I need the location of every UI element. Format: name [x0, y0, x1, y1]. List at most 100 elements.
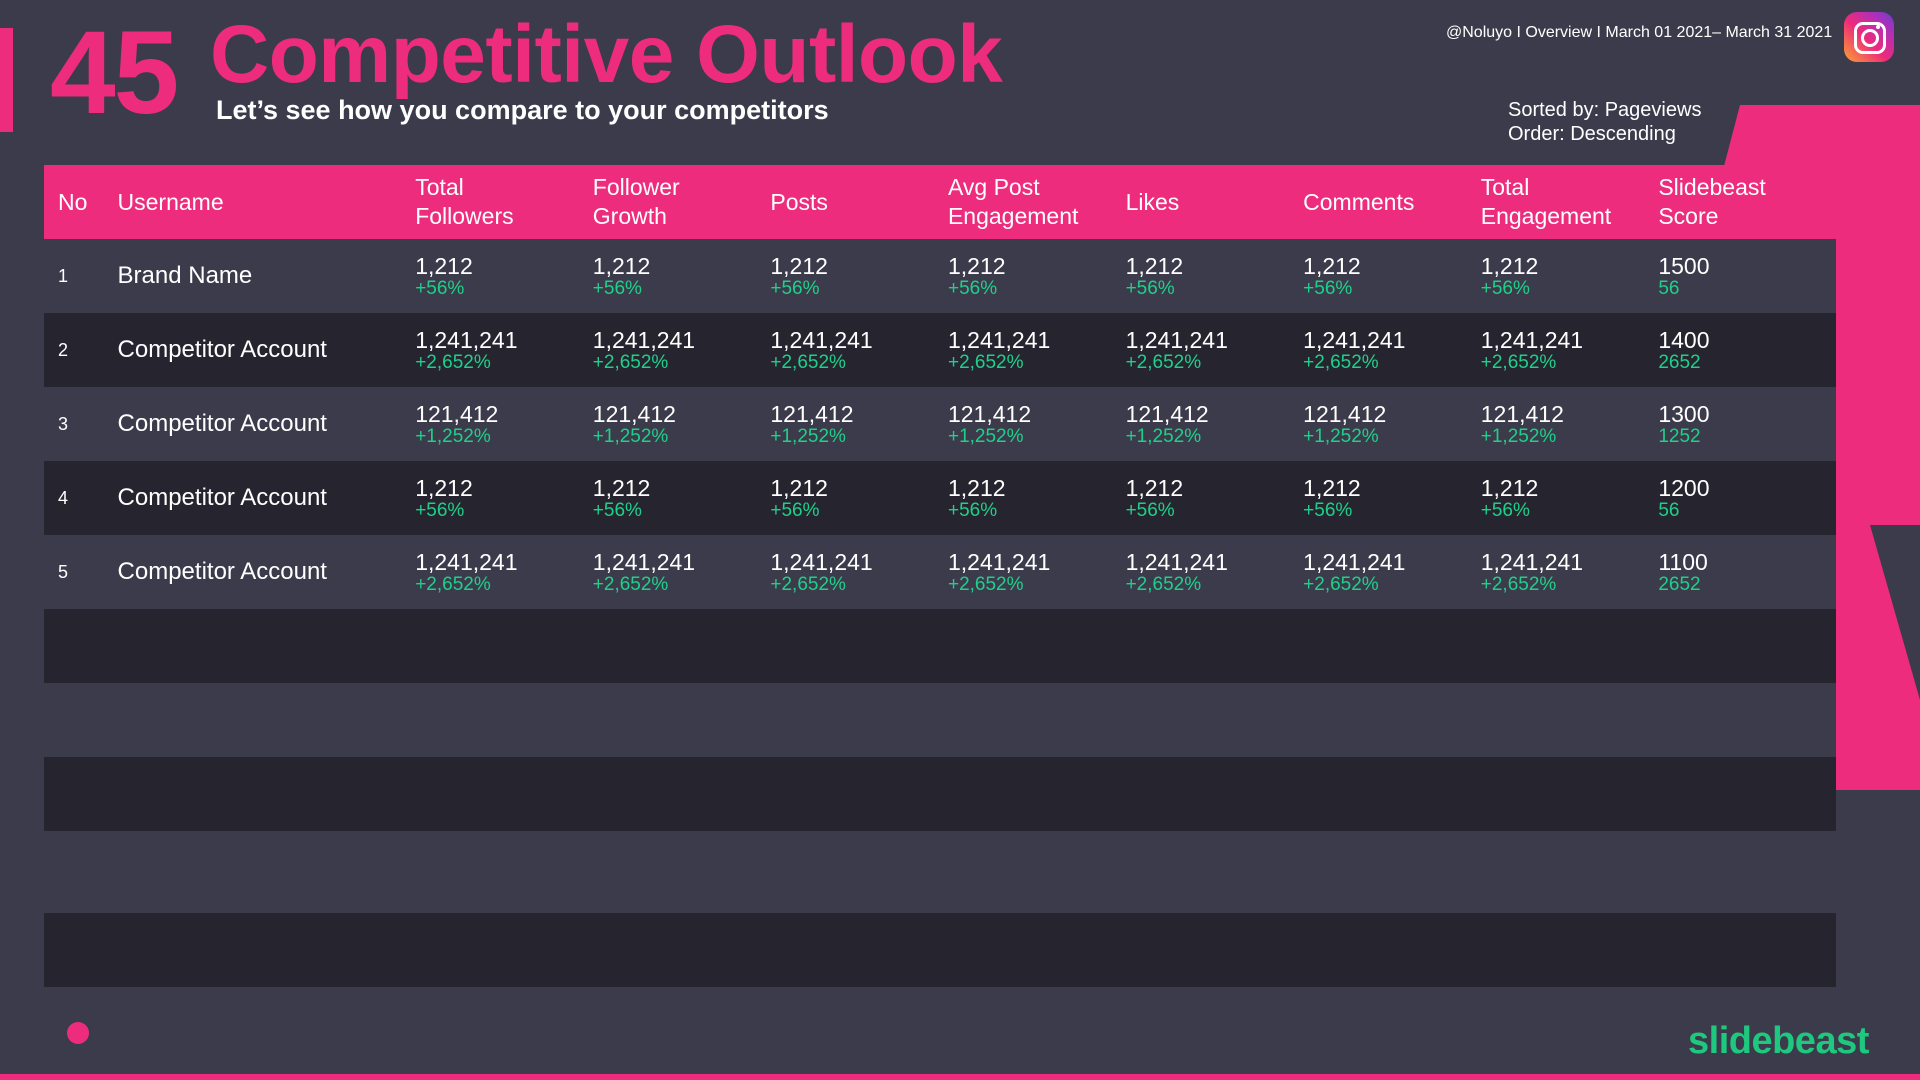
metric-value: 121,412: [1303, 401, 1387, 427]
table-row: 1 Brand Name 1,212 +56% 1,212 +56% 1,212 +56% 1,…: [44, 239, 1836, 313]
empty-row: [44, 757, 1836, 831]
metric-value: 1,212: [947, 253, 1006, 279]
metric-value: 1,212: [592, 475, 651, 501]
metric-value: 121,412: [770, 401, 854, 427]
metric-change: +56%: [592, 278, 642, 299]
metric-value: 1,241,241: [1303, 327, 1406, 353]
bottom-accent-line: [0, 1074, 1920, 1080]
empty-row: [44, 609, 1836, 683]
metric-change: +56%: [415, 500, 465, 521]
metric-cell: 1,212 +56%: [770, 475, 948, 521]
metric-change: +2,652%: [1480, 352, 1557, 373]
metric-cell: 1,212 +56%: [1303, 253, 1481, 299]
username-cell: Brand Name: [117, 262, 253, 289]
metric-change: +1,252%: [1125, 426, 1202, 447]
metric-cell: 121,412 +1,252%: [1303, 401, 1481, 447]
metric-change: +1,252%: [947, 426, 1024, 447]
metric-change: +56%: [1125, 278, 1175, 299]
metric-change: +2,652%: [947, 574, 1024, 595]
table-row: 5 Competitor Account 1,241,241 +2,652% 1,241…: [44, 535, 1836, 609]
metric-change: 1252: [1658, 426, 1701, 447]
table-header: No Username Total Followers Follower Growth Po…: [44, 165, 1836, 239]
metric-value: 1100: [1658, 549, 1708, 575]
metric-change: +2,652%: [1125, 352, 1202, 373]
metric-value: 121,412: [592, 401, 676, 427]
metric-cell: 1500 56: [1658, 253, 1836, 299]
pink-dot: [67, 1022, 89, 1044]
column-header: Total Engagement: [1480, 174, 1612, 229]
metric-cell: 121,412 +1,252%: [1126, 401, 1304, 447]
metric-cell: 1,241,241 +2,652%: [415, 549, 593, 595]
metric-change: +2,652%: [770, 574, 846, 595]
row-number: 2: [58, 339, 69, 360]
metric-change: +56%: [415, 278, 465, 299]
metric-change: +2,652%: [1125, 574, 1202, 595]
metric-cell: 1,212 +56%: [1481, 253, 1659, 299]
column-header: Posts: [770, 188, 828, 215]
metric-value: 1,241,241: [1303, 549, 1406, 575]
metric-value: 1,241,241: [592, 327, 696, 353]
metric-value: 1200: [1658, 475, 1710, 501]
metric-value: 1,212: [415, 253, 473, 279]
metric-change: 2652: [1658, 352, 1701, 373]
sort-info: Sorted by: Pageviews Order: Descending: [1508, 98, 1701, 146]
metric-cell: 1400 2652: [1658, 327, 1836, 373]
metric-value: 1500: [1658, 253, 1710, 279]
table-row: 3 Competitor Account 121,412 +1,252% 121,412…: [44, 387, 1836, 461]
metric-change: 2652: [1658, 574, 1701, 595]
metric-value: 1,241,241: [592, 549, 696, 575]
metric-value: 121,412: [1480, 401, 1564, 427]
metric-cell: 1,212 +56%: [593, 253, 771, 299]
metric-change: 56: [1658, 500, 1680, 521]
empty-row: [44, 913, 1836, 987]
metric-cell: 1200 56: [1658, 475, 1836, 521]
metric-cell: 121,412 +1,252%: [593, 401, 771, 447]
page-subtitle: Let’s see how you compare to your compet…: [216, 95, 829, 125]
row-number: 3: [58, 413, 69, 434]
metric-change: +1,252%: [770, 426, 846, 447]
metric-change: +56%: [1480, 278, 1530, 299]
metric-value: 121,412: [1125, 401, 1209, 427]
metric-cell: 1,212 +56%: [948, 253, 1126, 299]
metric-cell: 1,212 +56%: [1481, 475, 1659, 521]
metric-change: +56%: [947, 500, 998, 521]
metric-value: 1,241,241: [1480, 549, 1584, 575]
metric-change: +2,652%: [415, 574, 491, 595]
metric-cell: 121,412 +1,252%: [415, 401, 593, 447]
row-number: 1: [58, 265, 69, 286]
metric-value: 1,212: [592, 253, 651, 279]
metric-value: 1,241,241: [415, 327, 518, 353]
username-cell: Competitor Account: [117, 484, 327, 511]
metric-change: +56%: [1303, 500, 1353, 521]
metric-value: 1400: [1658, 327, 1710, 353]
metric-value: 1,241,241: [1125, 549, 1228, 575]
metric-value: 1,241,241: [1125, 327, 1228, 353]
metric-value: 1,212: [770, 253, 828, 279]
metric-value: 1,212: [415, 475, 473, 501]
column-header: No: [58, 188, 88, 215]
metric-cell: 1,241,241 +2,652%: [1303, 327, 1481, 373]
row-number: 5: [58, 561, 69, 582]
metric-cell: 1,241,241 +2,652%: [770, 327, 948, 373]
metric-value: 1,241,241: [947, 327, 1051, 353]
empty-row: [44, 683, 1836, 757]
table-row: 2 Competitor Account 1,241,241 +2,652% 1,241…: [44, 313, 1836, 387]
metric-change: +56%: [1480, 500, 1530, 521]
instagram-icon: [1844, 12, 1894, 62]
metric-cell: 1,212 +56%: [1126, 475, 1304, 521]
metric-cell: 1100 2652: [1658, 549, 1836, 595]
metric-value: 1,241,241: [1480, 327, 1584, 353]
username-cell: Competitor Account: [117, 410, 327, 437]
metric-cell: 1,241,241 +2,652%: [1303, 549, 1481, 595]
column-header: Comments: [1303, 188, 1415, 215]
column-header: Username: [117, 188, 224, 215]
metric-value: 1,241,241: [415, 549, 518, 575]
metric-change: +56%: [770, 278, 820, 299]
metric-cell: 1,241,241 +2,652%: [593, 549, 771, 595]
metric-value: 121,412: [415, 401, 499, 427]
metric-value: 121,412: [947, 401, 1032, 427]
metric-cell: 1,241,241 +2,652%: [593, 327, 771, 373]
accent-bar: [0, 28, 13, 132]
metric-change: +2,652%: [1303, 352, 1379, 373]
metric-change: +1,252%: [1303, 426, 1379, 447]
